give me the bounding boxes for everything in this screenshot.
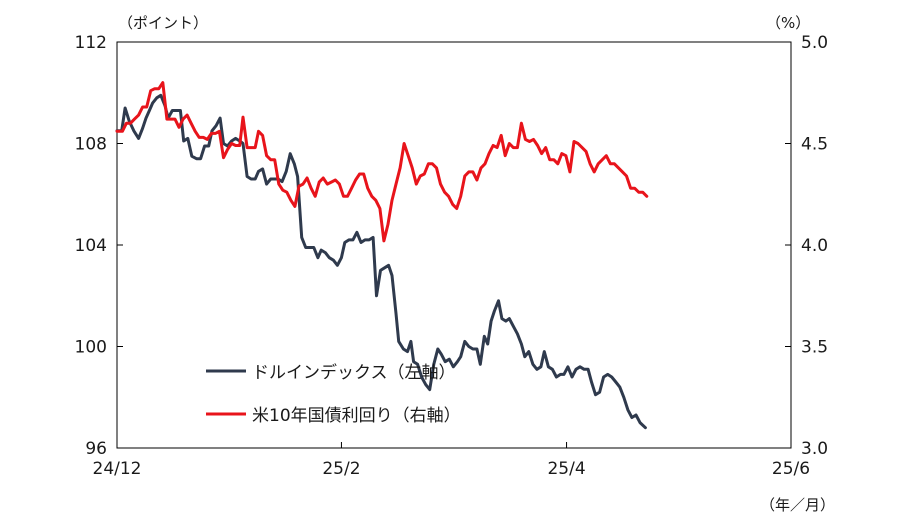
legend-label-ust10y: 米10年国債利回り（右軸） <box>252 406 461 426</box>
y-left-tick-label: 112 <box>75 33 107 53</box>
y-left-tick-label: 108 <box>75 135 107 155</box>
x-tick-label: 25/2 <box>322 459 360 479</box>
plot-border <box>116 41 792 449</box>
right-axis-unit: （%） <box>766 14 810 32</box>
y-left-tick-label: 104 <box>75 236 107 256</box>
y-right-tick-label: 3.5 <box>801 338 828 358</box>
x-tick-label: 24/12 <box>93 459 142 479</box>
y-right-tick-label: 4.5 <box>801 135 828 155</box>
left-axis-unit: （ポイント） <box>118 14 208 32</box>
x-axis-unit: （年／月） <box>760 496 835 514</box>
x-ticks: 24/12 25/2 25/4 25/6 <box>93 442 810 479</box>
y-right-tick-label: 5.0 <box>801 33 828 53</box>
y-left-tick-label: 96 <box>85 439 107 459</box>
series-layer <box>115 81 649 430</box>
series-line-dollar-index <box>115 93 647 430</box>
y-right-ticks: 3.0 3.5 4.0 4.5 5.0 <box>785 33 828 459</box>
y-right-tick-label: 4.0 <box>801 236 828 256</box>
y-left-ticks: 96 100 104 108 112 <box>75 33 123 459</box>
plot-frame <box>116 41 792 449</box>
x-tick-label: 25/4 <box>547 459 585 479</box>
y-right-tick-label: 3.0 <box>801 439 828 459</box>
x-tick-label: 25/6 <box>772 459 810 479</box>
legend: ドルインデックス（左軸） 米10年国債利回り（右軸） <box>206 362 461 426</box>
y-left-tick-label: 100 <box>75 338 107 358</box>
legend-label-dxy: ドルインデックス（左軸） <box>252 362 456 383</box>
series-line-us10y-yield <box>115 81 649 243</box>
